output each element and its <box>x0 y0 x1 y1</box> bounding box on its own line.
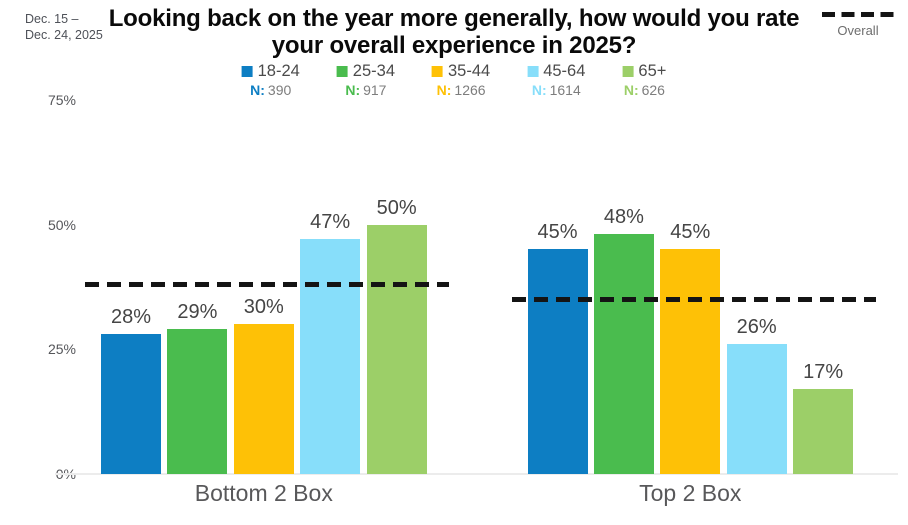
legend-sample-size: N: 390 <box>242 82 300 98</box>
y-axis-tick-label: 25% <box>47 341 76 358</box>
legend-n-value: 390 <box>267 82 292 98</box>
bar-rect[interactable] <box>366 224 427 474</box>
bar-rect[interactable] <box>793 389 854 474</box>
bar-rect[interactable] <box>233 324 294 474</box>
bar-45-64-top-2-box[interactable]: 26% <box>726 0 787 474</box>
legend-color-swatch-icon <box>336 66 348 77</box>
bar-rect[interactable] <box>167 329 228 474</box>
x-axis-baseline <box>55 473 898 475</box>
legend-n-prefix: N: <box>623 82 639 98</box>
legend-item-25-34[interactable]: 25-34 N: 917 <box>336 62 395 98</box>
legend-item-18-24[interactable]: 18-24 N: 390 <box>241 62 300 98</box>
bar-25-34-bottom-2-box[interactable]: 29% <box>167 0 228 474</box>
bar-18-24-bottom-2-box[interactable]: 28% <box>101 0 161 474</box>
legend-n-value: 626 <box>641 82 665 98</box>
bar-value-label: 29% <box>177 301 218 324</box>
legend-item-45-64[interactable]: 45-64 N: 1614 <box>527 62 585 98</box>
bar-45-64-bottom-2-box[interactable]: 47% <box>300 0 361 474</box>
legend-item-row1: 25-34 <box>336 62 395 81</box>
bar-rect[interactable] <box>527 249 588 474</box>
y-axis-tick-label: 50% <box>47 216 76 233</box>
overall-reference-line <box>85 281 449 287</box>
legend-sample-size: N: 1266 <box>432 82 490 98</box>
legend-item-row1: 35-44 <box>432 62 490 81</box>
bar-rect[interactable] <box>300 239 361 474</box>
legend-n-prefix: N: <box>250 82 265 98</box>
category-label-top-2-box: Top 2 Box <box>639 480 742 506</box>
bar-rect[interactable] <box>593 234 654 474</box>
legend-item-row1: 65+ <box>622 62 666 81</box>
legend-sample-size: N: 626 <box>622 82 666 98</box>
bar-value-label: 45% <box>670 221 711 244</box>
legend-item-label: 25-34 <box>352 62 395 80</box>
legend-item-label: 65+ <box>638 62 667 80</box>
age-group-legend: 18-24 N: 390 25-34 N: 917 35-44 N: 1266 45-64 N: 16… <box>241 62 666 98</box>
legend-item-row1: 18-24 <box>241 62 300 81</box>
bar-value-label: 45% <box>537 221 578 244</box>
legend-color-swatch-icon <box>432 66 443 77</box>
bar-value-label: 30% <box>243 296 284 319</box>
legend-item-label: 45-64 <box>543 62 586 80</box>
legend-item-row1: 45-64 <box>527 62 585 81</box>
date-range-line2: Dec. 24, 2025 <box>25 28 103 43</box>
bar-value-label: 50% <box>376 196 417 219</box>
bar-value-label: 28% <box>110 306 152 329</box>
legend-sample-size: N: 917 <box>337 82 395 98</box>
bar-18-24-top-2-box[interactable]: 45% <box>527 0 588 474</box>
y-axis-tick-label: 75% <box>47 91 76 108</box>
legend-item-label: 35-44 <box>448 62 491 80</box>
chart-title: Looking back on the year more generally,… <box>108 5 800 60</box>
legend-item-35-44[interactable]: 35-44 N: 1266 <box>432 62 490 98</box>
legend-n-prefix: N: <box>345 82 361 98</box>
date-range-line1: Dec. 15 – <box>25 12 79 26</box>
overall-legend-label: Overall <box>837 23 879 38</box>
overall-legend[interactable]: Overall <box>816 12 900 38</box>
bar-rect[interactable] <box>726 344 787 474</box>
legend-n-value: 917 <box>363 82 387 98</box>
legend-n-value: 1614 <box>549 82 581 98</box>
overall-dashed-line-icon <box>822 12 894 17</box>
bar-65+-top-2-box[interactable]: 17% <box>793 0 854 474</box>
legend-n-value: 1266 <box>454 82 486 98</box>
legend-color-swatch-icon <box>527 66 539 77</box>
category-label-bottom-2-box: Bottom 2 Box <box>194 480 333 506</box>
bar-value-label: 47% <box>310 211 351 234</box>
legend-sample-size: N: 1614 <box>527 82 585 98</box>
bar-rect[interactable] <box>660 249 721 474</box>
bar-value-label: 26% <box>736 316 777 339</box>
legend-item-label: 18-24 <box>257 62 300 80</box>
legend-color-swatch-icon <box>622 66 634 77</box>
date-range-label: Dec. 15 – Dec. 24, 2025 <box>25 11 103 44</box>
bar-65+-bottom-2-box[interactable]: 50% <box>366 0 427 474</box>
legend-n-prefix: N: <box>436 82 452 98</box>
overall-reference-line <box>511 296 876 302</box>
bar-value-label: 17% <box>803 361 844 384</box>
bar-35-44-bottom-2-box[interactable]: 30% <box>233 0 294 474</box>
legend-color-swatch-icon <box>241 66 253 77</box>
bar-value-label: 48% <box>603 206 644 229</box>
bar-25-34-top-2-box[interactable]: 48% <box>593 0 654 474</box>
legend-item-65+[interactable]: 65+ N: 626 <box>622 62 666 98</box>
bar-rect[interactable] <box>101 334 161 474</box>
legend-n-prefix: N: <box>531 82 547 98</box>
bar-35-44-top-2-box[interactable]: 45% <box>660 0 721 474</box>
